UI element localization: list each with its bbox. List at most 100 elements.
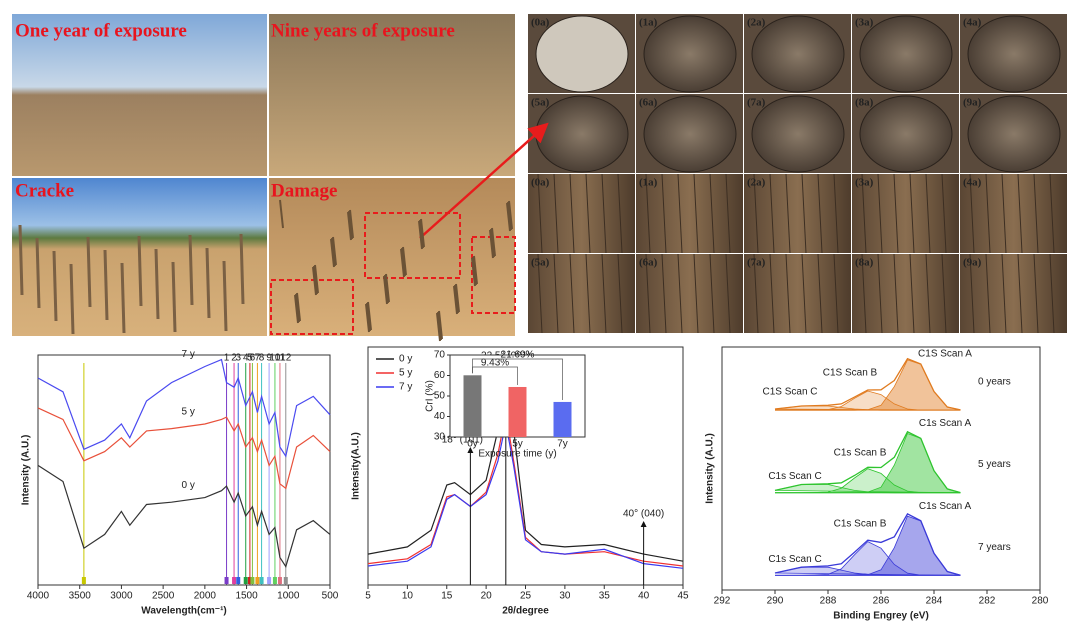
band-marker — [283, 577, 288, 584]
stalk — [436, 312, 441, 342]
wood-grain — [601, 173, 607, 254]
wood-grain — [537, 173, 543, 254]
arrow — [419, 122, 549, 239]
sample-photo — [852, 174, 959, 253]
bar — [508, 386, 527, 437]
wood-grain — [725, 253, 731, 334]
stalk — [52, 250, 58, 322]
band-label: 10 — [269, 353, 281, 364]
band-label: 12 — [280, 353, 292, 364]
x-tick-label: 292 — [714, 596, 731, 607]
peak-label: 18° (101) — [442, 435, 483, 446]
band-marker — [277, 577, 282, 584]
spectrum-line — [37, 358, 331, 458]
stalk — [401, 247, 406, 277]
band-marker — [247, 577, 252, 584]
y-tick-label: 50 — [434, 391, 446, 402]
sample-photo — [744, 254, 851, 333]
wood-grain — [1017, 173, 1023, 254]
x-tick-label: 15 — [441, 591, 453, 602]
wood-grain — [1017, 253, 1023, 334]
wood-grain — [969, 253, 975, 334]
x-tick-label: 45 — [677, 591, 689, 602]
band-marker — [236, 577, 241, 584]
cross-section — [535, 95, 629, 173]
x-tick-label: 2000 — [194, 591, 217, 602]
x-axis-label: Wavelength(cm⁻¹) — [141, 606, 226, 617]
band-label: 7 — [255, 353, 261, 364]
wood-grain — [861, 173, 867, 254]
wood-grain — [645, 253, 651, 334]
sample-label: (2a) — [747, 17, 766, 29]
wood-grain — [833, 173, 839, 254]
wood-grain — [925, 253, 931, 334]
cross-section — [535, 15, 629, 93]
wood-grain — [985, 173, 991, 254]
stalk — [419, 219, 424, 249]
bracket-label: 21.69% — [501, 350, 535, 361]
stalk — [120, 262, 126, 334]
cross-section — [967, 15, 1061, 93]
stalk — [279, 199, 284, 229]
stalk — [507, 201, 512, 231]
sample-photo — [960, 174, 1067, 253]
wood-grain — [709, 173, 715, 254]
wood-grain — [969, 173, 975, 254]
band-label: 5 — [247, 353, 253, 364]
stalk — [508, 200, 513, 230]
x-tick-label: 7y — [557, 439, 568, 450]
y-axis-label: CrI (%) — [425, 380, 436, 412]
x-tick-label: 286 — [873, 596, 890, 607]
wood-grain — [601, 253, 607, 334]
x-tick-label: 3000 — [110, 591, 133, 602]
x-tick-label: 35 — [599, 591, 611, 602]
band-marker — [232, 577, 237, 584]
y-axis-label: Intensity(A.U.) — [351, 432, 362, 500]
stalk — [295, 293, 300, 323]
wood-grain — [785, 173, 791, 254]
bar — [553, 401, 572, 437]
x-tick-label: 282 — [979, 596, 996, 607]
wood-grain — [941, 253, 947, 334]
photo-label: Cracke — [15, 180, 74, 201]
stalk — [103, 249, 109, 321]
band-marker — [224, 577, 229, 584]
wood-grain — [769, 173, 775, 254]
y-tick-label: 40 — [434, 411, 446, 422]
stalk — [418, 220, 423, 250]
sample-label: (0a) — [531, 17, 550, 29]
wood-grain — [661, 173, 667, 254]
series-label: 0 y — [181, 480, 194, 491]
spectrum-line — [37, 407, 331, 490]
wood-grain — [709, 253, 715, 334]
x-axis-label: Exposure time (y) — [478, 449, 556, 460]
y-tick-label: 30 — [434, 432, 446, 443]
stalk — [384, 274, 389, 304]
cross-section — [859, 95, 953, 173]
wood-grain — [877, 253, 883, 334]
group-label: 0 years — [978, 377, 1011, 388]
wood-grain — [569, 173, 575, 254]
x-tick-label: 290 — [767, 596, 784, 607]
wood-grain — [753, 253, 759, 334]
x-axis-label: Binding Engrey (eV) — [833, 611, 929, 622]
wood-grain — [677, 253, 683, 334]
wood-grain — [1033, 253, 1039, 334]
stalk — [137, 235, 143, 307]
stalk — [400, 248, 405, 278]
sample-label: (9a) — [963, 97, 982, 109]
component-label: C1s Scan A — [919, 418, 972, 429]
stalk — [348, 210, 353, 240]
x-tick-label: 25 — [520, 591, 532, 602]
wood-grain — [893, 253, 899, 334]
wood-grain — [661, 253, 667, 334]
group-label: 5 years — [978, 459, 1011, 470]
sample-label: (6a) — [639, 257, 658, 269]
legend-label: 0 y — [399, 354, 412, 365]
sample-label: (1a) — [639, 177, 658, 189]
legend-label: 7 y — [399, 382, 412, 393]
stalk — [69, 263, 75, 335]
wood-grain — [645, 173, 651, 254]
sample-label: (8a) — [855, 97, 874, 109]
y-tick-label: 70 — [434, 350, 446, 361]
